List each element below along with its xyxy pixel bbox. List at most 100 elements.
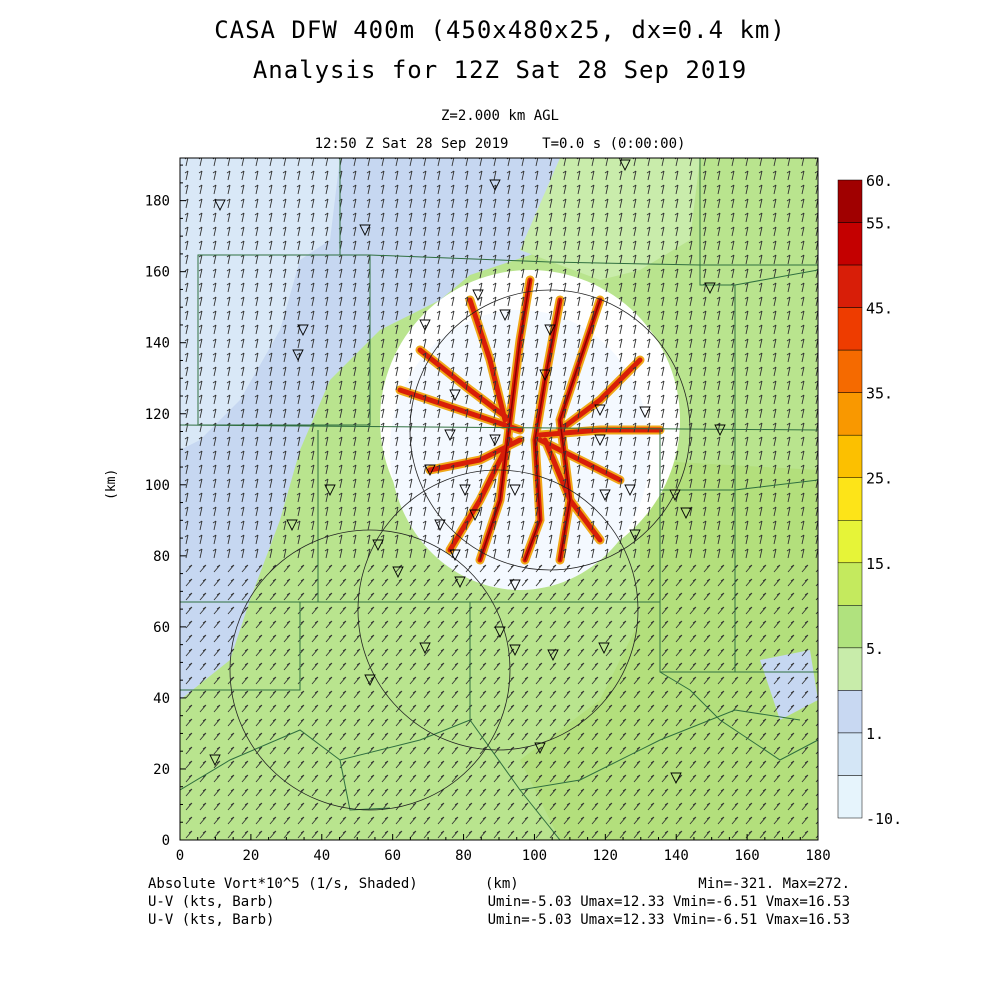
wind-barb (744, 352, 749, 363)
wind-barb (605, 774, 613, 783)
wind-barb (269, 830, 277, 839)
wind-barb (619, 578, 627, 587)
wind-barb (338, 324, 343, 335)
wind-barb (703, 802, 711, 811)
wind-barb (352, 464, 357, 475)
wind-barb (576, 170, 581, 181)
wind-barb (815, 750, 818, 755)
wind-barb (213, 564, 221, 573)
wind-barb (184, 464, 189, 475)
wind-barb (241, 746, 249, 755)
wind-barb (646, 240, 651, 251)
y-tick-label: 0 (162, 833, 170, 849)
wind-barb (815, 722, 818, 727)
wind-barb (535, 592, 543, 601)
wind-barb (324, 324, 329, 335)
wind-barb (744, 408, 749, 419)
wind-barb (534, 296, 539, 307)
wind-barb (282, 408, 287, 419)
wind-barb (563, 718, 571, 727)
wind-barb (689, 662, 697, 671)
wind-barb (478, 478, 483, 489)
wind-barb (730, 548, 735, 559)
wind-barb (367, 606, 375, 615)
wind-barb (395, 634, 403, 643)
wind-barb (787, 830, 795, 839)
wind-barb (688, 184, 693, 195)
wind-barb (646, 506, 651, 517)
wind-barb (282, 338, 287, 349)
wind-barb (633, 732, 641, 741)
wind-barb (660, 352, 665, 363)
wind-barb (717, 648, 725, 657)
wind-barb (815, 736, 818, 741)
wind-barb (296, 198, 301, 209)
colorbar: 60.55.45.35.25.15.5.1.-10. (837, 172, 902, 828)
wind-barb (339, 662, 347, 671)
wind-barb (772, 324, 777, 335)
wind-barb (464, 450, 469, 461)
station-marker (209, 754, 221, 767)
wind-barb (535, 690, 543, 699)
wind-barb (647, 578, 655, 587)
wind-barb (213, 704, 221, 713)
wind-barb (576, 506, 581, 517)
wind-barb (689, 830, 697, 839)
wind-barb (269, 816, 277, 825)
wind-barb (618, 352, 623, 363)
wind-barb (576, 478, 581, 489)
wind-barb (255, 634, 263, 643)
wind-barb (772, 464, 777, 475)
wind-barb (296, 212, 301, 223)
wind-barb (520, 170, 525, 181)
wind-barb (184, 184, 189, 195)
wind-barb (576, 464, 581, 475)
wind-barb (310, 548, 315, 559)
wind-barb (310, 520, 315, 531)
wind-barb (647, 662, 655, 671)
wind-barb (800, 338, 805, 349)
wind-barb (506, 352, 511, 363)
wind-barb (478, 338, 483, 349)
wind-barb (675, 760, 683, 769)
wind-barb (338, 394, 343, 405)
wind-barb (409, 760, 417, 769)
wind-barb (661, 788, 669, 797)
wind-barb (745, 690, 753, 699)
station-marker (509, 579, 521, 592)
wind-barb (352, 408, 357, 419)
wind-barb (674, 548, 679, 559)
wind-barb (745, 718, 753, 727)
wind-barb (212, 212, 217, 223)
wind-barb (591, 788, 599, 797)
wind-barb (590, 212, 595, 223)
wind-barb (339, 578, 347, 587)
x-tick-label: 100 (522, 848, 547, 864)
wind-barb (787, 592, 795, 601)
wind-barb (688, 394, 693, 405)
wind-barb (801, 606, 809, 615)
wind-barb (408, 520, 413, 531)
wind-barb (506, 450, 511, 461)
wind-barb (507, 592, 515, 601)
wind-barb (800, 394, 805, 405)
wind-barb (646, 254, 651, 265)
wind-barb (198, 436, 203, 447)
wind-barb (394, 506, 399, 517)
wind-barb (744, 422, 749, 433)
wind-barb (548, 408, 553, 419)
wind-barb (310, 352, 315, 363)
station-marker (499, 309, 511, 322)
wind-barb (744, 170, 749, 181)
wind-barb (605, 802, 613, 811)
wind-barb (590, 352, 595, 363)
wind-barb (395, 690, 403, 699)
wind-barb (408, 310, 413, 321)
wind-barb (730, 520, 735, 531)
wind-barb (717, 676, 725, 685)
wind-barb (451, 718, 459, 727)
wind-barb (633, 634, 641, 643)
wind-barb (744, 254, 749, 265)
wind-barb (716, 548, 721, 559)
wind-barb (689, 620, 697, 629)
